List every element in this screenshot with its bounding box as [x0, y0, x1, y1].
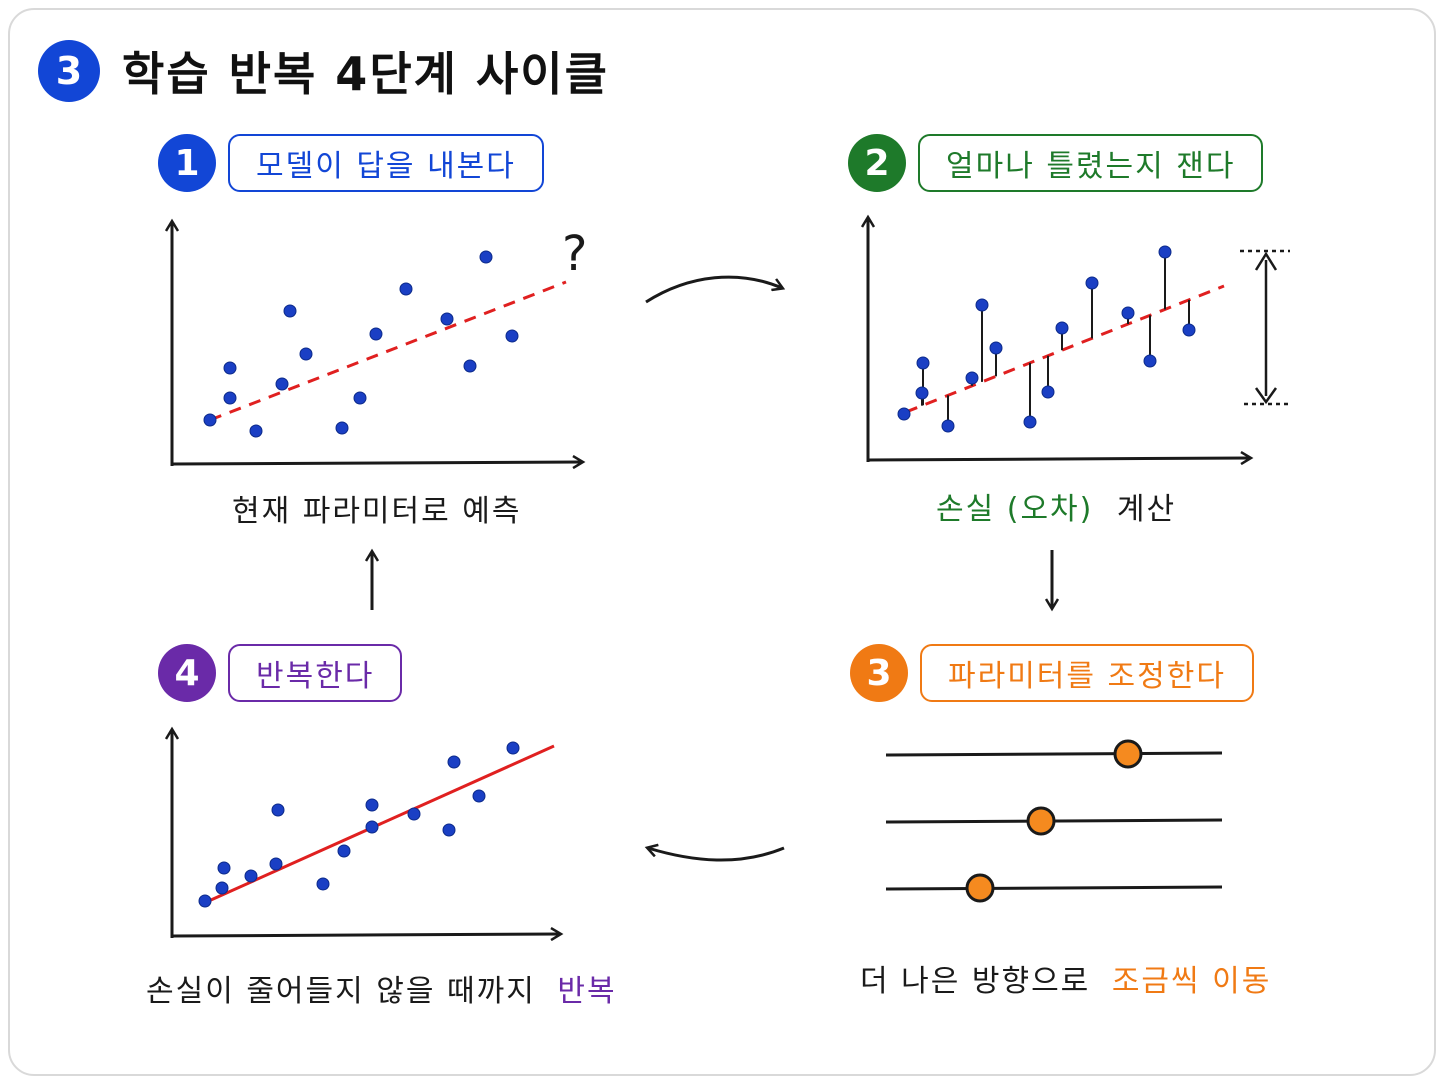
title-text: 학습 반복 4단계 사이클 [122, 47, 609, 101]
panel-1-point [440, 312, 454, 326]
panel-4-point [271, 803, 285, 817]
panel-2-point [1055, 321, 1069, 335]
step-2-caption: 손실 (오차) 계산 [936, 484, 1176, 528]
step-1-header: 1 모델이 답을 내본다 [158, 134, 544, 192]
panel-1-point [283, 304, 297, 318]
step-3-caption-plain: 더 나은 방향으로 [860, 964, 1091, 999]
panel-1-dashed-guess-line [209, 280, 567, 422]
panel-4-point [215, 881, 229, 895]
title-badge: 3 [38, 40, 100, 102]
panel-4-point [337, 844, 351, 858]
panel-4-point [269, 857, 283, 871]
panel-2-point [1041, 385, 1055, 399]
step-3-header: 3 파라미터를 조정한다 [850, 644, 1254, 702]
panel-4-point [365, 798, 379, 812]
step-2-caption-loss: 손실 (오차) [936, 492, 1094, 527]
step-1-caption: 현재 파라미터로 예측 [232, 494, 522, 529]
panel-4-point [447, 755, 461, 769]
panel-2-point [989, 341, 1003, 355]
panel-2-residual-lines [903, 252, 1190, 426]
panel-2-point [941, 419, 955, 433]
panel-4-axes [172, 730, 560, 938]
panel-4-point [244, 869, 258, 883]
panel-1-point [463, 359, 477, 373]
step-4-caption: 손실이 줄어들지 않을 때까지 반복 [146, 966, 617, 1010]
panel-1-axes [172, 222, 582, 466]
page-title: 3 학습 반복 4단계 사이클 [38, 40, 609, 102]
panel-2-point [975, 298, 989, 312]
panel-1-point [249, 424, 263, 438]
panel-2-point [1023, 415, 1037, 429]
panel-1-point [223, 361, 237, 375]
step-3-number: 3 [850, 644, 908, 702]
panel-1-question-mark: ? [562, 226, 587, 282]
slider-3-knob [965, 873, 995, 903]
panel-2-point [965, 371, 979, 385]
panel-1-point [299, 347, 313, 361]
panel-1-point [399, 282, 413, 296]
panel-2-axes [868, 218, 1250, 462]
card-frame [8, 8, 1436, 1076]
panel-2-point [897, 407, 911, 421]
panel-4-point [407, 807, 421, 821]
panel-1-point [369, 327, 383, 341]
panel-2-dashed-fit-line [905, 284, 1225, 414]
panel-1-point [479, 250, 493, 264]
step-2-header: 2 얼마나 틀렸는지 잰다 [848, 134, 1264, 192]
step-3-label: 파라미터를 조정한다 [920, 644, 1254, 702]
step-2-label: 얼마나 틀렸는지 잰다 [918, 134, 1264, 192]
slider-1-knob [1113, 739, 1143, 769]
panel-4-point [472, 789, 486, 803]
step-4-header: 4 반복한다 [158, 644, 403, 702]
panel-1-point [353, 391, 367, 405]
slider-2-knob [1026, 806, 1056, 836]
panel-1-point [223, 391, 237, 405]
arrow-3-to-4 [648, 848, 785, 862]
panel-2-point [1121, 306, 1135, 320]
panel-4-point [217, 861, 231, 875]
step-4-label: 반복한다 [228, 644, 403, 702]
panel-2-point [1182, 323, 1196, 337]
step-1-number: 1 [158, 134, 216, 192]
step-3-caption-highlight: 조금씩 이동 [1111, 964, 1272, 999]
panel-2-point [1085, 276, 1099, 290]
step-2-caption-rest: 계산 [1116, 492, 1177, 527]
panel-1-point [335, 421, 349, 435]
panel-2-point [1158, 245, 1172, 259]
step-3-caption: 더 나은 방향으로 조금씩 이동 [860, 956, 1271, 1000]
panel-4-points [198, 741, 520, 908]
panel-1-point [505, 329, 519, 343]
panel-1-point [275, 377, 289, 391]
panel-2-point [915, 386, 929, 400]
panel-4-point [316, 877, 330, 891]
panel-2-point [916, 356, 930, 370]
step-2-number: 2 [848, 134, 906, 192]
panel-4-point [442, 823, 456, 837]
panel-1-point [203, 413, 217, 427]
panel-2-point [1143, 354, 1157, 368]
panel-4-point [365, 820, 379, 834]
panel-2-error-range [1240, 249, 1290, 406]
step-4-caption-highlight: 반복 [557, 974, 617, 1009]
step-4-caption-plain: 손실이 줄어들지 않을 때까지 [146, 974, 536, 1009]
panel-4-point [506, 741, 520, 755]
panel-1-points [203, 250, 519, 438]
panel-4-point [198, 894, 212, 908]
panel-2-points [897, 245, 1196, 433]
arrow-1-to-2 [645, 275, 782, 304]
step-4-number: 4 [158, 644, 216, 702]
step-1-label: 모델이 답을 내본다 [228, 134, 544, 192]
